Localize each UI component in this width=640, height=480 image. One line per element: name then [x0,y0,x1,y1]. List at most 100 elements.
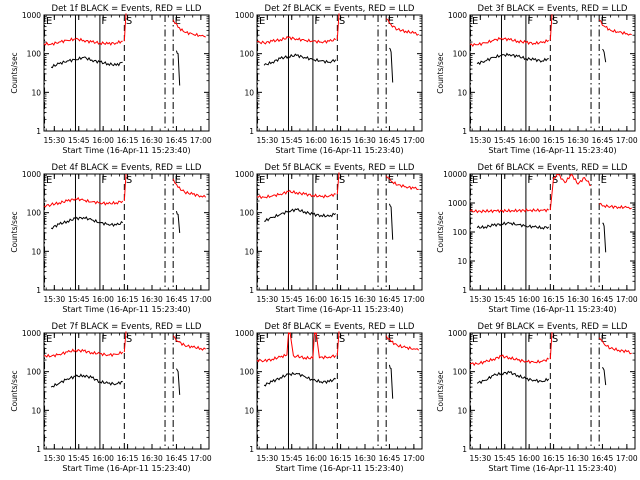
series-line [385,335,420,351]
y-tick-label: 1000 [235,329,254,338]
series-line [43,37,123,46]
series-line [389,47,394,83]
plot-frame [256,173,423,291]
series-line [175,210,181,233]
x-tick-label: 15:45 [494,454,516,463]
x-tick-label: 16:00 [305,295,327,304]
x-tick-label: 17:00 [190,136,212,145]
chart-title: Det 2f BLACK = Events, RED = LLD [265,4,415,14]
y-axis-label: Counts/sec [436,52,445,93]
x-tick-label: 16:30 [141,295,163,304]
event-marker-label: F [527,334,533,345]
x-axis-label: Start Time (16-Apr-11 15:23:40) [62,464,190,473]
x-tick-label: 15:30 [470,295,492,304]
series-line [172,335,206,351]
x-tick-label: 16:45 [592,454,614,463]
event-marker-label: F [101,175,107,186]
x-axis-label: Start Time (16-Apr-11 15:23:40) [275,146,403,155]
x-tick-label: 16:00 [92,295,114,304]
x-axis-label: Start Time (16-Apr-11 15:23:40) [488,146,616,155]
x-tick-label: 15:45 [68,136,90,145]
event-marker-label: E [388,16,394,27]
event-marker-label: F [101,16,107,27]
y-tick-label: 1000 [235,170,254,179]
chart-panel: Det 4f BLACK = Events, RED = LLD 1 10 100 10… [10,163,212,314]
x-tick-label: 16:00 [305,136,327,145]
series-line [263,371,336,387]
series-line [602,222,607,253]
y-tick-label: 100 [240,368,255,377]
event-marker-label: S [552,334,558,345]
x-tick-label: 15:30 [44,454,66,463]
series-line [549,14,553,41]
x-tick-label: 17:00 [403,136,425,145]
chart-panel: Det 9f BLACK = Events, RED = LLD 1 10 100 10… [436,322,638,473]
event-marker-label: E [472,175,478,186]
event-marker-label: S [126,175,132,186]
x-tick-label: 16:30 [354,295,376,304]
x-tick-label: 15:30 [470,454,492,463]
y-tick-label: 10 [31,406,41,415]
y-tick-label: 1000 [448,329,467,338]
event-marker-label: E [259,334,265,345]
y-axis-label: Counts/sec [436,370,445,411]
x-tick-label: 16:45 [166,295,188,304]
x-tick-label: 16:00 [92,136,114,145]
series-line [256,35,337,45]
event-marker-label: E [601,175,607,186]
series-line [123,331,127,353]
x-tick-label: 16:30 [567,136,589,145]
x-tick-label: 16:30 [141,136,163,145]
x-axis-label: Start Time (16-Apr-11 15:23:40) [275,464,403,473]
y-tick-label: 1 [249,286,254,295]
series-line [43,348,124,358]
plot-frame [43,332,210,450]
series-line [336,172,340,195]
chart-panel: Det 8f BLACK = Events, RED = LLD 1 10 100 10… [235,322,425,473]
y-tick-label: 10 [31,247,41,256]
series-line [476,221,550,230]
y-axis-label: Counts/sec [10,370,19,411]
series-line [336,331,340,356]
y-tick-label: 10 [457,406,467,415]
chart-panel: Det 2f BLACK = Events, RED = LLD 1 10 100 10… [235,4,425,155]
event-marker-label: E [472,334,478,345]
x-tick-label: 15:45 [494,136,516,145]
x-tick-label: 16:45 [166,454,188,463]
event-marker-label: F [314,175,320,186]
series-line [469,208,550,214]
y-axis-label: Counts/sec [436,211,445,252]
event-marker-label: E [46,175,52,186]
plot-frame [43,173,210,291]
y-tick-label: 100 [240,50,255,59]
x-tick-label: 16:30 [567,454,589,463]
series-line [476,370,550,385]
chart-panel: Det 1f BLACK = Events, RED = LLD 1 10 100 10… [10,4,212,155]
event-marker-label: E [259,175,265,186]
x-tick-label: 15:30 [257,136,279,145]
x-tick-label: 16:00 [518,454,540,463]
series-line [256,189,336,200]
series-line [336,13,340,40]
series-line [598,337,632,355]
series-line [549,332,553,360]
x-axis-label: Start Time (16-Apr-11 15:23:40) [488,305,616,314]
series-line [172,19,206,38]
x-tick-label: 17:00 [616,136,638,145]
x-tick-label: 15:45 [281,295,303,304]
event-marker-label: E [175,16,181,27]
series-line [602,48,607,63]
chart-title: Det 7f BLACK = Events, RED = LLD [52,322,202,332]
x-tick-label: 16:15 [330,136,352,145]
y-tick-label: 1 [462,286,467,295]
chart-title: Det 1f BLACK = Events, RED = LLD [52,4,202,14]
event-marker-label: E [259,16,265,27]
x-tick-label: 16:15 [117,454,139,463]
series-line [601,367,607,386]
event-marker-label: E [46,334,52,345]
x-tick-label: 16:15 [543,454,565,463]
series-line [256,332,337,363]
event-marker-label: F [527,16,533,27]
x-tick-label: 17:00 [190,295,212,304]
series-line [175,368,181,395]
